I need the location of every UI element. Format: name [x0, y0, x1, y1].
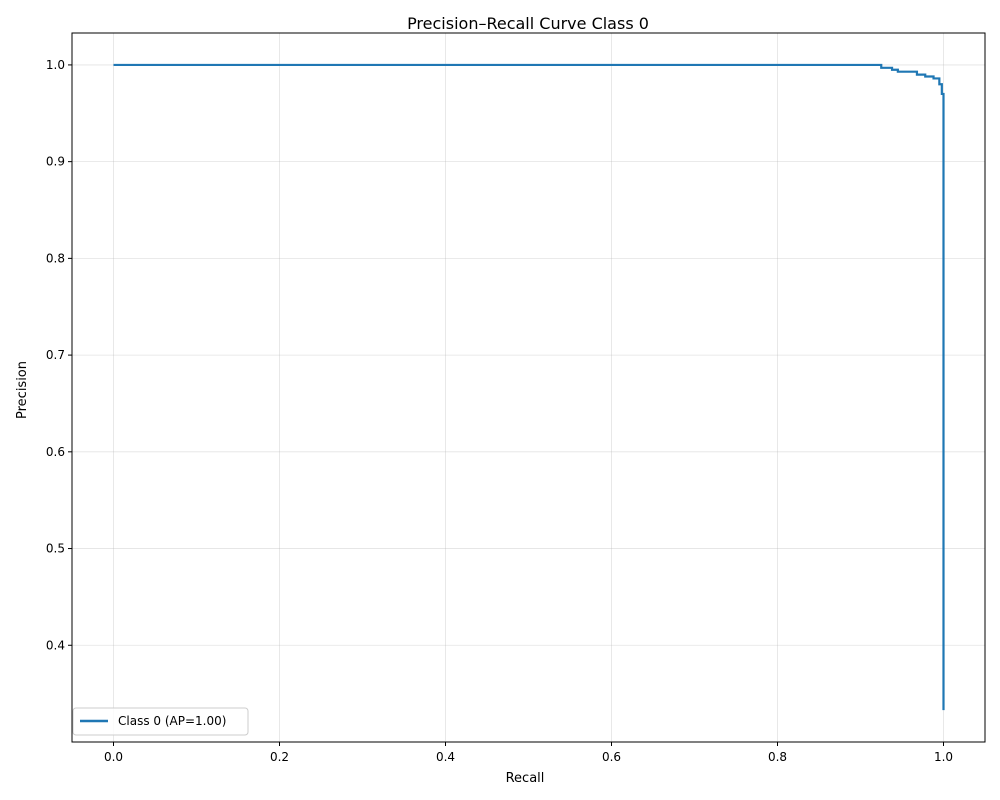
- y-axis-label: Precision: [15, 361, 30, 419]
- legend-box: [72, 707, 249, 736]
- x-tick-label: 0.4: [436, 750, 455, 764]
- legend-entry-label: Class 0 (AP=1.00): [118, 714, 226, 728]
- x-tick-label: 0.8: [768, 750, 787, 764]
- y-tick-label: 0.7: [46, 348, 65, 362]
- y-tick-label: 0.6: [46, 445, 65, 459]
- x-tick-label: 0.0: [104, 750, 123, 764]
- x-tick-label: 1.0: [934, 750, 953, 764]
- y-tick-label: 0.8: [46, 251, 65, 265]
- y-tick-label: 0.5: [46, 542, 65, 556]
- x-tick-label: 0.2: [270, 750, 289, 764]
- plot-frame: [71, 32, 986, 743]
- legend: Class 0 (AP=1.00): [72, 707, 249, 736]
- x-tick-label: 0.6: [602, 750, 621, 764]
- y-tick-label: 1.0: [46, 58, 65, 72]
- y-axis-ticks: 0.4 0.5 0.6 0.7 0.8 0.9 1.0: [46, 58, 72, 652]
- series-line: [113, 63, 945, 711]
- x-axis-ticks: 0.0 0.2 0.4 0.6 0.8 1.0: [104, 742, 953, 764]
- chart-title: Precision–Recall Curve Class 0: [407, 14, 649, 33]
- y-tick-label: 0.4: [46, 638, 65, 652]
- x-axis-label: Recall: [506, 771, 545, 786]
- series-layer: [113, 63, 945, 711]
- y-tick-label: 0.9: [46, 155, 65, 169]
